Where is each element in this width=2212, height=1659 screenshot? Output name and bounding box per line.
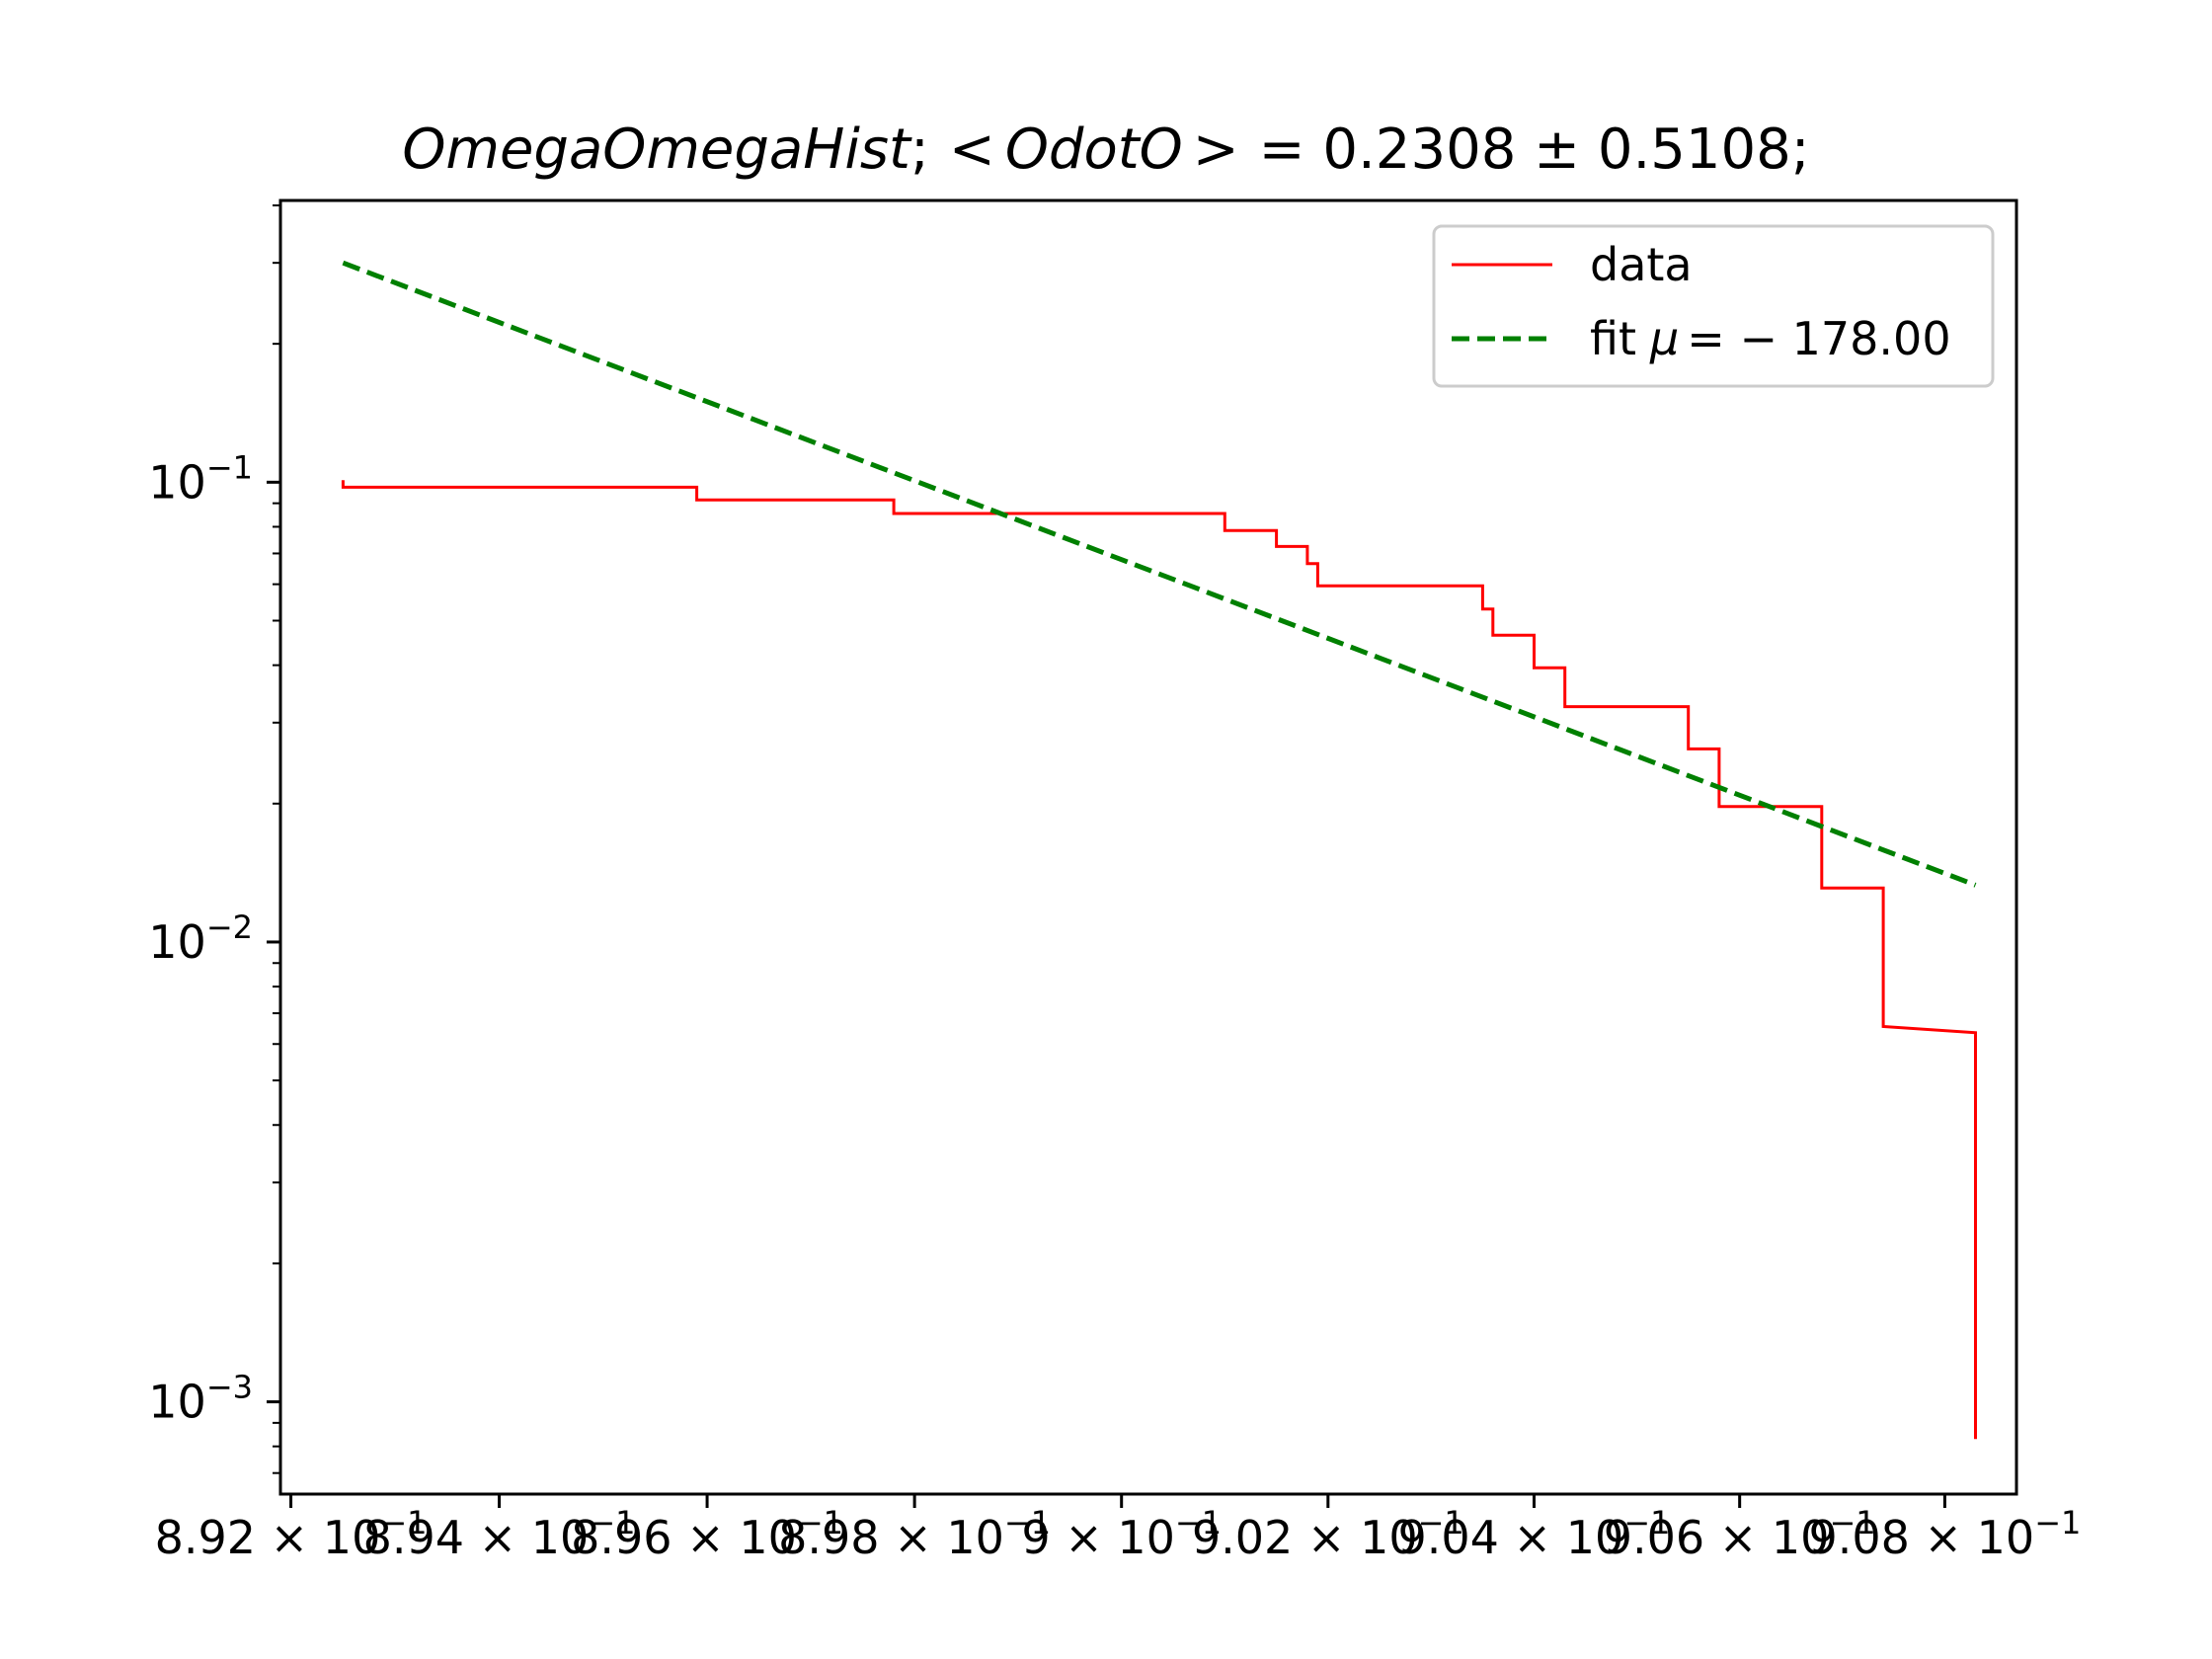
legend-box — [1432, 224, 1995, 388]
y-tick-base: 10 — [148, 1376, 206, 1429]
x-tick-mantissa: 8.96 × 10 — [571, 1511, 797, 1564]
x-tick-exponent: −1 — [797, 1504, 843, 1541]
x-tick-label: 9 × 10−1 — [1021, 1504, 1222, 1564]
title-greater-than: > — [1193, 118, 1239, 182]
legend-label-data: data — [1590, 238, 1693, 291]
title-value: = 0.2308 ± 0.5108; — [1259, 118, 1810, 182]
x-tick-mantissa: 9.06 × 10 — [1604, 1511, 1830, 1564]
x-tick-mantissa: 9.02 × 10 — [1192, 1511, 1418, 1564]
y-tick-label: 10−3 — [148, 1369, 253, 1429]
x-tick-mantissa: 9.04 × 10 — [1398, 1511, 1624, 1564]
x-tick-label: 9.04 × 10−1 — [1398, 1504, 1671, 1564]
series-layer — [341, 260, 1977, 1440]
x-tick-exponent: −1 — [1418, 1504, 1464, 1541]
x-tick-exponent: −1 — [1175, 1504, 1222, 1541]
y-tick-label: 10−1 — [148, 448, 253, 509]
x-tick-mantissa: 8.94 × 10 — [363, 1511, 590, 1564]
chart-title: OmegaOmegaHist; < OdotO > = 0.2308 ± 0.5108; — [402, 118, 1809, 182]
legend-label-fit: fit μ = − 178.00 — [1590, 312, 1951, 365]
x-tick-exponent: −1 — [1623, 1504, 1670, 1541]
title-symbol: OdotO — [1005, 118, 1183, 182]
title-less-than: < — [949, 118, 995, 182]
legend-fit-value: = − 178.00 — [1687, 312, 1950, 365]
title-name: OmegaOmegaHist — [402, 118, 912, 182]
y-axis: 10−110−210−3 — [148, 203, 280, 1474]
legend-fit-mu: μ — [1649, 312, 1679, 365]
x-tick-mantissa: 8.92 × 10 — [155, 1511, 381, 1564]
x-tick-exponent: −1 — [589, 1504, 635, 1541]
y-tick-label: 10−2 — [148, 908, 253, 969]
y-tick-exponent: −3 — [206, 1369, 253, 1406]
x-tick-mantissa: 9 × 10 — [1021, 1511, 1175, 1564]
x-tick-label: 9.06 × 10−1 — [1604, 1504, 1876, 1564]
series-fit-line — [342, 260, 1977, 888]
x-tick-mantissa: 9.08 × 10 — [1808, 1511, 2034, 1564]
x-tick-exponent: −1 — [2034, 1504, 2081, 1541]
x-tick-mantissa: 8.98 × 10 — [778, 1511, 1004, 1564]
legend: data fit μ = − 178.00 — [1432, 224, 1995, 388]
y-tick-base: 10 — [148, 915, 206, 969]
x-tick-label: 9.08 × 10−1 — [1808, 1504, 2081, 1564]
series-data-line — [341, 480, 1977, 1440]
x-tick-exponent: −1 — [380, 1504, 427, 1541]
y-tick-base: 10 — [148, 455, 206, 509]
plot-area — [278, 198, 2018, 1496]
y-tick-exponent: −2 — [206, 908, 253, 946]
x-tick-exponent: −1 — [1829, 1504, 1875, 1541]
y-tick-exponent: −1 — [206, 448, 253, 486]
x-tick-label: 9.02 × 10−1 — [1192, 1504, 1464, 1564]
x-tick-exponent: −1 — [1004, 1504, 1051, 1541]
x-tick-label: 8.98 × 10−1 — [778, 1504, 1051, 1564]
x-tick-label: 8.92 × 10−1 — [155, 1504, 428, 1564]
x-axis: 8.92 × 10−18.94 × 10−18.96 × 10−18.98 × … — [155, 1494, 2081, 1564]
x-tick-label: 8.94 × 10−1 — [363, 1504, 636, 1564]
x-tick-label: 8.96 × 10−1 — [571, 1504, 843, 1564]
axes-frame — [278, 198, 2018, 1496]
legend-fit-prefix: fit — [1590, 312, 1636, 365]
title-separator: ; — [910, 118, 929, 182]
